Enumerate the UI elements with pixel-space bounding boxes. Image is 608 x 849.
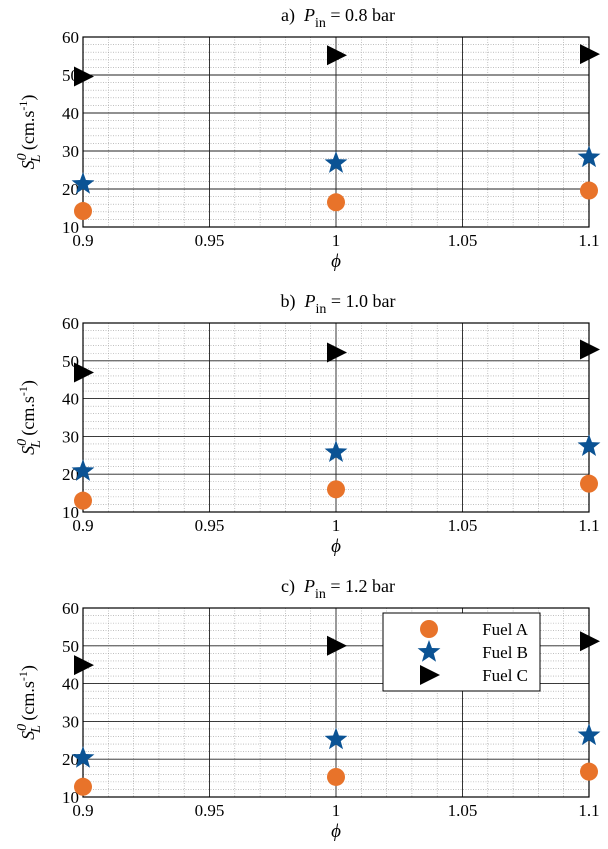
x-tick-label: 1.1 [578,516,599,535]
data-point [327,45,347,66]
x-tick-label: 1 [332,801,341,820]
data-point [580,762,598,781]
plot-frame [82,36,590,228]
plot-frame [82,322,590,513]
data-point [327,193,345,212]
y-tick-label: 10 [62,503,79,522]
legend-marker [420,665,440,685]
legend-label: Fuel B [482,643,528,662]
x-tick-label: 0.9 [72,801,93,820]
data-point [324,440,348,462]
y-tick-label: 10 [62,788,79,807]
x-axis-label: ϕ [331,821,341,842]
y-tick-label: 60 [62,599,79,618]
x-tick-label: 1 [332,231,341,250]
data-point [74,655,94,676]
data-point [324,727,348,750]
x-tick-label: 0.95 [195,516,225,535]
data-point [580,44,600,65]
series-fuel-a [74,181,598,221]
y-tick-label: 30 [62,427,79,446]
x-tick-label: 1.1 [578,231,599,250]
y-tick-label: 20 [62,180,79,199]
data-point [71,746,95,768]
series-fuel-a [74,762,598,796]
legend-marker [417,640,441,662]
chart-title: c) Pin = 1.2 bar [281,576,395,602]
chart-title: b) Pin = 1.0 bar [280,291,395,317]
series-fuel-a [74,474,598,510]
y-tick-label: 30 [62,142,79,161]
y-axis-label: S0L (cm.s-1) [15,665,44,740]
data-point [580,631,600,652]
x-tick-label: 0.9 [72,516,93,535]
legend-label: Fuel A [482,620,529,639]
legend: Fuel A Fuel B Fuel C [382,612,541,692]
y-tick-label: 50 [62,637,79,656]
x-tick-label: 1.05 [448,801,478,820]
data-point [74,202,92,221]
series-fuel-c [74,44,600,87]
data-point [580,181,598,200]
y-tick-label: 30 [62,712,79,731]
y-tick-label: 10 [62,218,79,237]
y-tick-label: 40 [62,104,79,123]
data-point [580,339,600,360]
data-point [577,723,601,746]
y-axis-label: S0L (cm.s-1) [15,95,44,170]
data-point [580,474,598,493]
data-point [577,434,601,456]
x-tick-label: 0.95 [195,231,225,250]
series-fuel-c [74,631,600,676]
data-point [324,151,348,173]
data-point [327,480,345,499]
data-point [577,145,601,168]
plot-frame [82,607,590,798]
y-tick-label: 40 [62,390,79,409]
data-point [74,66,94,87]
x-tick-label: 1.1 [578,801,599,820]
data-point [71,172,95,194]
x-tick-label: 0.95 [195,801,225,820]
legend-label: Fuel C [482,666,528,685]
data-point [327,767,345,786]
data-point [71,459,95,481]
y-tick-label: 40 [62,675,79,694]
series-fuel-b [71,723,601,768]
x-axis-label: ϕ [331,251,341,272]
chart-title: a) Pin = 0.8 bar [281,5,395,31]
x-tick-label: 1 [332,516,341,535]
x-tick-label: 0.9 [72,231,93,250]
data-point [74,777,92,796]
x-tick-label: 1.05 [448,231,478,250]
series-fuel-c [74,339,600,383]
series-fuel-b [71,434,601,481]
legend-box [382,612,541,692]
series-fuel-b [71,145,601,194]
data-point [327,342,347,363]
y-tick-label: 60 [62,28,79,47]
x-axis-label: ϕ [331,536,341,557]
y-tick-label: 60 [62,314,79,333]
y-axis-label: S0L (cm.s-1) [15,380,44,455]
data-point [74,362,94,383]
data-point [74,491,92,510]
legend-marker [420,620,438,638]
x-tick-label: 1.05 [448,516,478,535]
data-point [327,635,347,656]
